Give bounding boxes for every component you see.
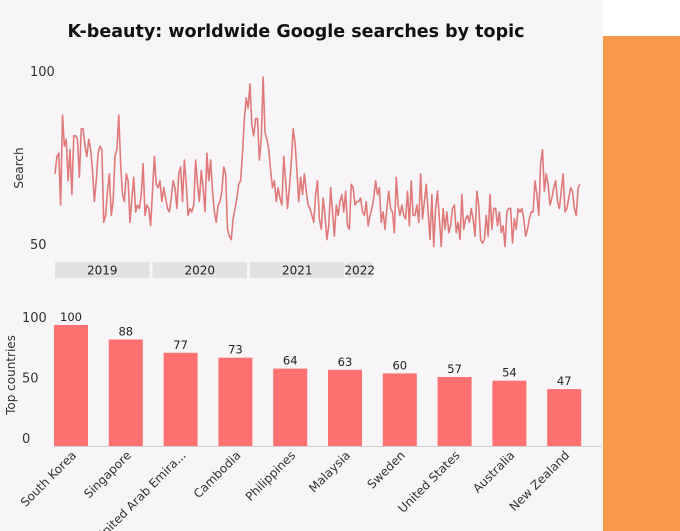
charts-svg: Search 50 100 2019 2020 2021 2022 Top countries…: [4, 65, 602, 531]
year-label: 2020: [185, 264, 216, 278]
accent-bar: [603, 36, 680, 531]
bar-value-label: 77: [173, 338, 188, 352]
bar-value-label: 47: [557, 374, 572, 388]
bar-value-label: 64: [283, 354, 298, 368]
chart-title: K-beauty: worldwide Google searches by t…: [67, 22, 525, 42]
bar-value-label: 54: [502, 366, 517, 380]
bar: [492, 380, 527, 446]
year-label: 2022: [344, 264, 375, 278]
search-trend-line: [54, 76, 581, 248]
bar: [273, 368, 308, 446]
line-y-axis-label: Search: [12, 147, 26, 188]
bar-category-label: South Korea: [18, 448, 79, 509]
bar: [328, 369, 362, 446]
bar-category-label: Australia: [470, 448, 517, 495]
bar-category-label: Philippines: [243, 448, 299, 504]
bar-y-axis-label: Top countries: [4, 335, 18, 416]
bar-y-tick-label: 100: [22, 311, 47, 326]
bar: [218, 357, 253, 446]
bar: [108, 339, 143, 446]
bar-value-label: 63: [338, 355, 353, 369]
bar: [437, 377, 472, 446]
bar-category-label: Malaysia: [306, 448, 353, 495]
bar: [54, 325, 88, 446]
year-label: 2019: [87, 264, 118, 278]
bar-value-label: 60: [392, 358, 407, 372]
bar-category-label: Singapore: [81, 448, 134, 501]
bar-category-label: Sweden: [364, 448, 407, 491]
bar: [547, 389, 582, 446]
bar: [382, 373, 417, 446]
year-band: [250, 262, 345, 278]
year-label: 2021: [282, 264, 313, 278]
bar-value-label: 100: [60, 310, 82, 324]
bar-category-label: Cambodia: [191, 448, 244, 501]
bar-y-tick-label: 0: [22, 432, 30, 447]
year-band: [55, 262, 150, 278]
bar-y-tick-label: 50: [22, 372, 39, 387]
bar-category-label: United Arab Emira...: [93, 448, 189, 531]
bar-value-label: 88: [118, 325, 133, 339]
line-y-tick-label: 100: [30, 65, 55, 80]
year-band: [152, 262, 247, 278]
bar-value-label: 73: [228, 343, 243, 357]
year-band: [347, 262, 372, 278]
line-y-tick-label: 50: [30, 238, 47, 253]
bar: [163, 352, 198, 446]
bar-value-label: 57: [447, 362, 462, 376]
